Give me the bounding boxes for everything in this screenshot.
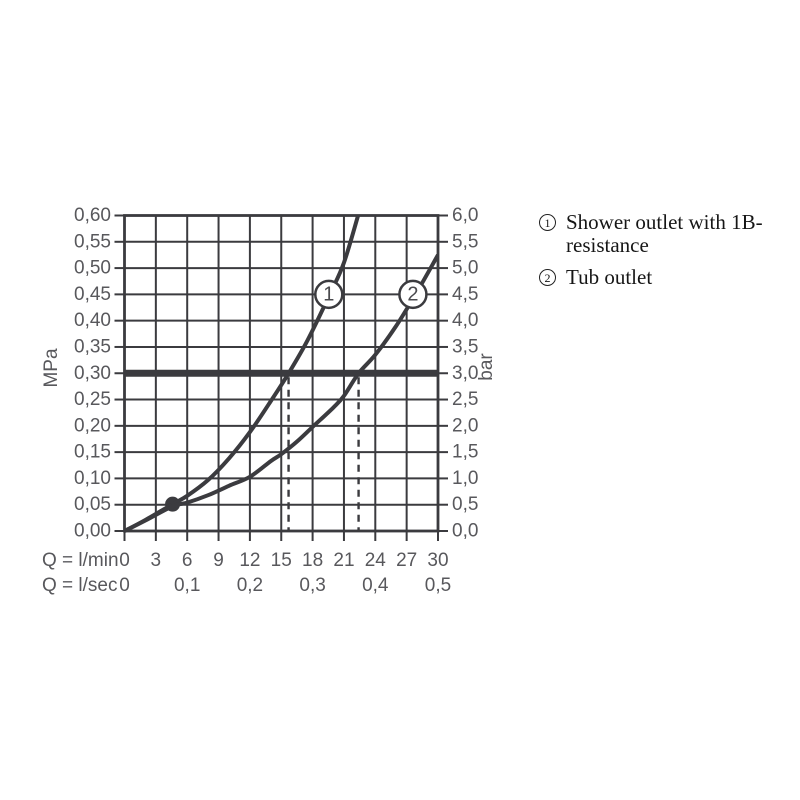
y-left-tick-label: 0,10	[74, 468, 111, 489]
legend-label-tub: Tub outlet	[566, 265, 653, 289]
y-left-tick-label: 0,00	[74, 521, 111, 542]
x-lmin-tick-label: 30	[427, 550, 448, 571]
legend-label-shower: Shower outlet with 1B-resistance	[566, 210, 763, 257]
y-left-tick-label: 0,50	[74, 258, 111, 279]
legend-marker-2-icon: 2	[539, 269, 556, 286]
x-lmin-tick-label: 27	[396, 550, 417, 571]
y-right-tick-label: 4,5	[452, 284, 478, 305]
x-lsec-tick-label: 0,1	[174, 575, 200, 596]
y-left-tick-label: 0,20	[74, 415, 111, 436]
y-left-tick-label: 0,40	[74, 310, 111, 331]
legend-marker-2-number: 2	[544, 270, 551, 285]
y-right-tick-label: 1,5	[452, 442, 478, 463]
x-lsec-tick-label: 0,2	[237, 575, 263, 596]
y-left-tick-label: 0,05	[74, 494, 111, 515]
y-axis-unit-bar: bar	[476, 353, 497, 381]
x-lmin-tick-label: 24	[365, 550, 387, 571]
y-left-tick-label: 0,45	[74, 284, 111, 305]
grid	[114, 214, 448, 541]
y-right-tick-label: 0,0	[452, 521, 478, 542]
curve-2	[124, 253, 438, 533]
annotations	[124, 369, 438, 531]
legend: 1 Shower outlet with 1B-resistance 2 Tub…	[539, 211, 769, 298]
curve-2-label-circle	[398, 279, 428, 310]
x-lmin-tick-label: 9	[213, 550, 224, 571]
legend-item-shower: 1 Shower outlet with 1B-resistance	[539, 211, 769, 257]
y-right-tick-label: 3,5	[452, 336, 478, 357]
y-left-tick-label: 0,15	[74, 442, 111, 463]
curve-2-label-number: 2	[407, 283, 418, 305]
x-lmin-tick-label: 6	[182, 550, 193, 571]
x-lmin-tick-label: 12	[239, 550, 260, 571]
y-left-tick-label: 0,30	[74, 363, 111, 384]
legend-marker-1-icon: 1	[539, 214, 556, 231]
x-lmin-tick-label: 3	[151, 550, 162, 571]
y-axis-unit-mpa: MPa	[41, 348, 62, 388]
y-right-tick-label: 6,0	[452, 205, 478, 226]
x-lmin-tick-label: 0	[119, 550, 130, 571]
y-right-tick-label: 4,0	[452, 310, 478, 331]
curve-1-label-circle	[314, 279, 344, 310]
y-left-tick-label: 0,35	[74, 336, 111, 357]
y-left-tick-label: 0,25	[74, 389, 111, 410]
x-lmin-tick-label: 18	[302, 550, 323, 571]
y-right-tick-label: 0,5	[452, 494, 478, 515]
x-lsec-tick-label: 0,4	[362, 575, 389, 596]
y-right-tick-label: 2,0	[452, 415, 478, 436]
y-right-tick-label: 2,5	[452, 389, 478, 410]
y-right-tick-label: 1,0	[452, 468, 478, 489]
curve-1-label-number: 1	[323, 283, 334, 305]
x-axis-unit-lsec: Q = l/sec	[42, 575, 118, 596]
x-lmin-tick-label: 15	[271, 550, 292, 571]
x-lsec-tick-label: 0,5	[425, 575, 451, 596]
x-lsec-tick-label: 0,3	[299, 575, 325, 596]
y-right-tick-label: 5,0	[452, 258, 478, 279]
x-lsec-tick-label: 0	[119, 575, 130, 596]
y-right-tick-label: 3,0	[452, 363, 478, 384]
legend-item-tub: 2 Tub outlet	[539, 266, 769, 289]
x-axis-unit-lmin: Q = l/min	[42, 550, 119, 571]
x-lmin-tick-label: 21	[333, 550, 354, 571]
y-right-tick-label: 5,5	[452, 231, 478, 252]
tick-labels: 0,600,550,500,450,400,350,300,250,200,15…	[74, 205, 478, 596]
y-left-tick-label: 0,55	[74, 231, 111, 252]
legend-marker-1-number: 1	[544, 215, 551, 230]
y-left-tick-label: 0,60	[74, 205, 111, 226]
